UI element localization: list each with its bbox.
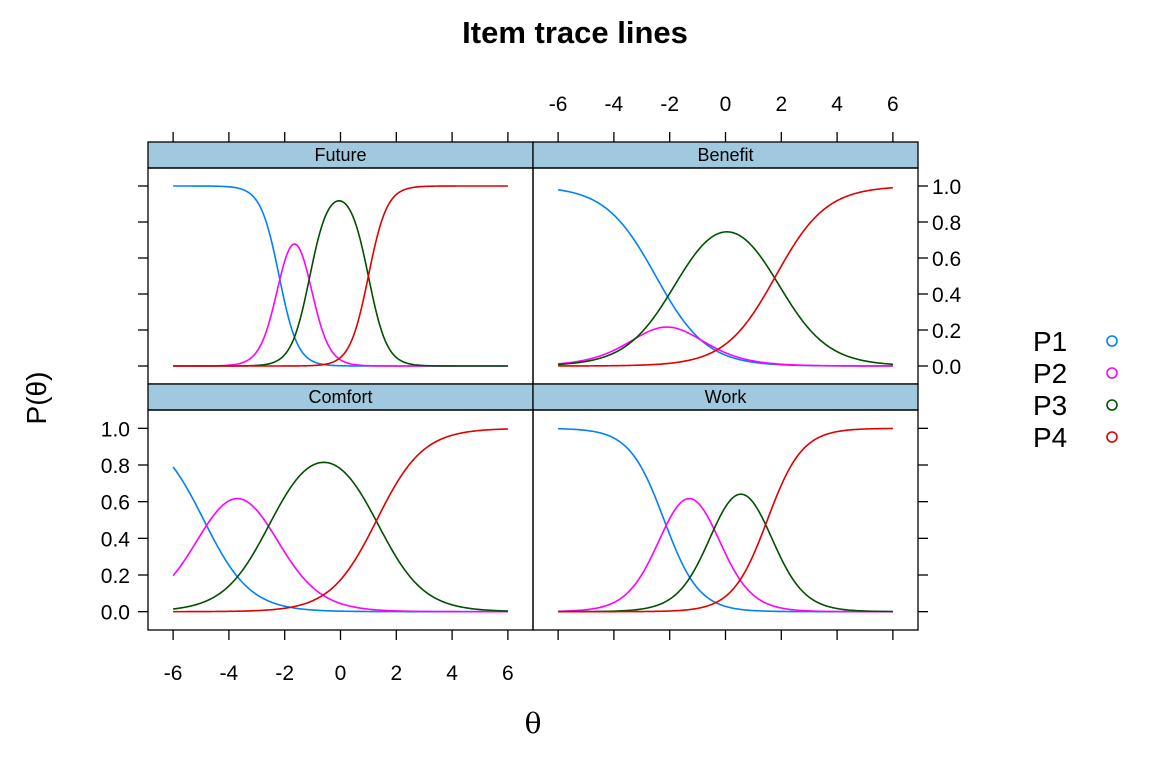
x-tick-label-bottom: 4 (446, 662, 458, 685)
legend-marker-p1 (1106, 335, 1118, 347)
y-tick-label-left: 0.2 (101, 565, 130, 588)
strip-future (147, 141, 534, 169)
legend-label-p2: P2 (1033, 358, 1067, 389)
line-benefit-p3 (558, 231, 893, 366)
chart-title: Item trace lines (462, 15, 688, 50)
x-tick-label-top: -4 (605, 93, 624, 116)
legend-marker-p3 (1106, 399, 1118, 411)
x-tick-label-top: -6 (549, 93, 568, 116)
x-tick-label-top: 0 (720, 93, 732, 116)
y-tick-label-left: 0.0 (101, 602, 130, 625)
x-tick-label-top: 6 (887, 93, 899, 116)
line-future-p3 (173, 199, 508, 367)
x-axis-title: θ (525, 707, 542, 740)
strip-label-future: Future (314, 145, 366, 165)
x-tick-label-top: 2 (775, 93, 787, 116)
line-benefit-p2 (558, 326, 893, 367)
y-tick-label-right: 0.6 (932, 248, 961, 271)
y-tick-label-left: 1.0 (101, 418, 130, 441)
legend-marker-p2 (1106, 367, 1118, 379)
line-work-p4 (558, 427, 893, 613)
y-tick-label-left: 0.6 (101, 492, 130, 515)
line-benefit-p4 (558, 186, 893, 367)
line-work-p2 (558, 497, 893, 613)
x-tick-label-bottom: 0 (335, 662, 347, 685)
strip-label-benefit: Benefit (697, 145, 753, 165)
panel-frame-benefit (532, 167, 919, 385)
y-tick-label-left: 0.8 (101, 455, 130, 478)
y-tick-label-right: 1.0 (932, 176, 961, 199)
y-tick-label-left: 0.4 (101, 528, 131, 551)
line-comfort-p2 (172, 497, 508, 613)
panels: Future Benefit Comfort Work (147, 141, 919, 631)
x-tick-label-bottom: -2 (275, 662, 294, 685)
x-tick-label-bottom: -4 (220, 662, 239, 685)
line-work-p1 (558, 427, 893, 613)
x-tick-label-top: 4 (831, 93, 843, 116)
panel-frame-comfort (147, 409, 534, 631)
line-benefit-p1 (557, 188, 893, 367)
line-comfort-p4 (173, 428, 508, 613)
line-future-p1 (173, 185, 508, 367)
strip-label-comfort: Comfort (308, 387, 372, 407)
x-tick-label-bottom: 2 (390, 662, 402, 685)
legend-label-p4: P4 (1033, 422, 1067, 453)
y-tick-label-right: 0.8 (932, 212, 961, 235)
legend-label-p1: P1 (1033, 326, 1067, 357)
y-axis-title: P(θ) (21, 372, 52, 425)
strip-label-work: Work (705, 387, 748, 407)
line-future-p2 (173, 243, 508, 367)
axes: -6 -6 -4 -4 -2 -2 0 0 2 2 4 4 6 6 0.0 0.0 0.2 0.2 0.4 0.4 0.… (101, 93, 962, 685)
x-tick-label-top: -2 (660, 93, 679, 116)
x-tick-label-bottom: 6 (502, 662, 514, 685)
line-comfort-p3 (173, 461, 508, 612)
line-future-p4 (173, 185, 508, 367)
y-tick-label-right: 0.2 (932, 320, 961, 343)
x-tick-label-bottom: -6 (164, 662, 183, 685)
y-tick-label-right: 0.0 (932, 356, 961, 379)
legend-label-p3: P3 (1033, 390, 1067, 421)
strip-comfort (147, 383, 534, 411)
legend-marker-p4 (1106, 431, 1118, 443)
y-tick-label-right: 0.4 (932, 284, 962, 307)
